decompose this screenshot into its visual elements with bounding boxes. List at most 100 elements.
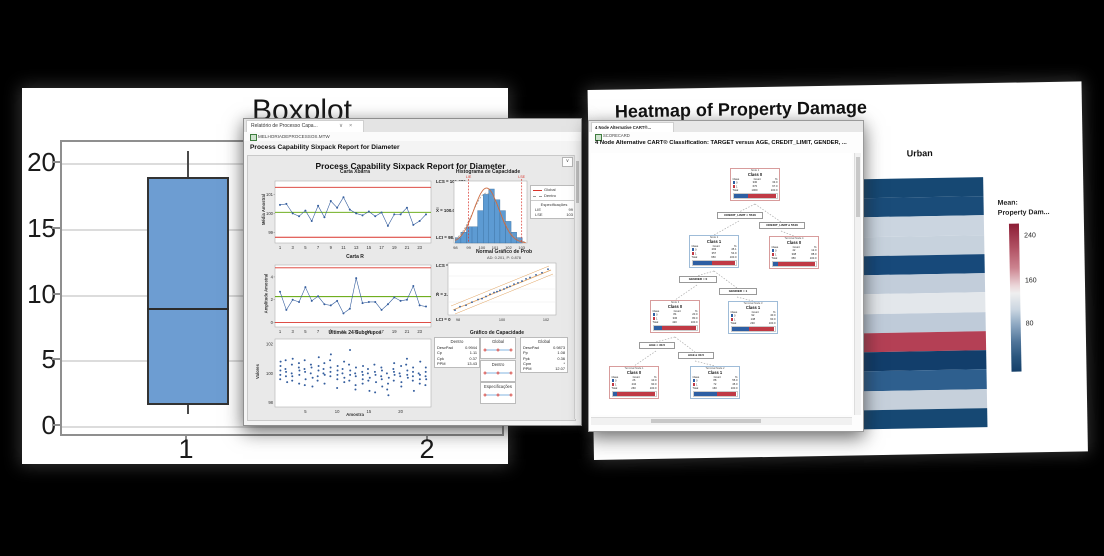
probplot-title: Normal Gráfico de Prob: [475, 249, 533, 255]
minitab-scrollbar[interactable]: [574, 155, 580, 419]
median-line: [147, 307, 229, 310]
within-stats-box: Dentro DesvPad 0.9944 Cp 1.11 Cpk 0.37 PPM 13.43: [434, 337, 480, 369]
x-tick-mark: [185, 434, 187, 441]
tree-connectors: [633, 203, 795, 367]
colorbar-tick-label: 80: [1025, 320, 1034, 328]
cart-window: 4 Node Alternative CART®... SCORECARD 4 …: [588, 120, 864, 432]
stat-row: DesvPad 0.9944: [437, 345, 477, 350]
svg-text:102: 102: [266, 342, 274, 347]
global-line-swatch: [533, 189, 542, 191]
svg-text:7: 7: [317, 245, 320, 250]
colorbar-tick-label: 240: [1024, 232, 1036, 240]
heatmap-cell: [857, 177, 984, 199]
svg-text:LSE: LSE: [518, 175, 525, 179]
tree-node-t2: Terminal Node 2 Class 1 Class Count% 0 88 55.0…: [690, 366, 740, 400]
heatmap-colorbar: [1008, 223, 1022, 372]
tree-node-n3: Node 3 Class 0 Class Count% 0 84 20.0 1 336 80.0 T…: [650, 300, 700, 334]
heatmap-cell: [857, 196, 984, 218]
scrollbar-thumb[interactable]: [651, 419, 761, 423]
r-chart-title: Carta R: [346, 254, 364, 260]
cart-heading: 4 Node Alternative CART® Classification:…: [595, 140, 847, 146]
collapse-chevron-icon[interactable]: ∨: [562, 157, 573, 167]
stat-row: Cpk 0.37: [437, 355, 477, 361]
svg-text:21: 21: [405, 329, 410, 334]
cart-horizontal-scrollbar[interactable]: [591, 417, 852, 425]
last24-scatter: 98 100 102 5 10 15 20: [266, 338, 432, 414]
heatmap-cell: [859, 331, 987, 353]
interval-plot: Global: [480, 337, 516, 359]
y-tick-label: 0: [41, 410, 56, 440]
stat-row: Pp 1.08: [523, 350, 565, 356]
scrollbar-thumb[interactable]: [856, 157, 860, 217]
svg-text:15: 15: [367, 329, 372, 334]
x-category-label: 1: [178, 434, 194, 464]
svg-text:13: 13: [354, 245, 359, 250]
svg-text:101: 101: [266, 192, 274, 197]
gridline: [62, 426, 502, 428]
heatmap-column-header: Urban: [906, 148, 933, 159]
y-tick-mark: [52, 292, 60, 295]
svg-text:23: 23: [417, 245, 422, 250]
svg-text:1: 1: [279, 245, 282, 250]
svg-text:1: 1: [279, 329, 282, 334]
cart-tab-label: 4 Node Alternative CART®...: [595, 125, 651, 130]
cart-worksheet-label[interactable]: SCORECARD: [603, 133, 630, 138]
cart-vertical-scrollbar[interactable]: [854, 153, 861, 415]
svg-text:99: 99: [466, 245, 471, 250]
capability-title: Gráfico de Capacidade: [469, 330, 525, 336]
svg-text:5: 5: [304, 409, 307, 414]
split-label: CREDIT_LIMIT ≥ 5546: [759, 222, 805, 229]
chevron-down-icon[interactable]: ∨: [339, 123, 344, 129]
scrollbar-thumb[interactable]: [576, 161, 579, 203]
heatmap-cell: [860, 369, 987, 391]
svg-text:11: 11: [341, 245, 346, 250]
heatmap-cell: [859, 311, 986, 334]
cart-tab[interactable]: 4 Node Alternative CART®...: [591, 122, 674, 133]
legend-divider: [531, 200, 577, 201]
svg-text:3: 3: [292, 329, 295, 334]
lower-whisker: [187, 400, 189, 414]
svg-text:100: 100: [479, 245, 486, 250]
minitab-worksheet-row: MELHORIADEPROCESSOS.MTW: [244, 132, 581, 141]
svg-text:9: 9: [330, 245, 333, 250]
heatmap-cell: [858, 234, 985, 257]
svg-text:99: 99: [268, 230, 273, 235]
split-label: AGE ≥ 30.5: [678, 352, 714, 359]
sixpack-report-title: Process Capability Sixpack Report for Di…: [315, 161, 506, 171]
svg-text:98: 98: [456, 318, 460, 322]
dentro-line-swatch: [533, 195, 542, 197]
svg-text:102: 102: [505, 245, 512, 250]
xbar-chart-title: Carta Xbarra: [339, 169, 370, 175]
y-tick-mark: [52, 424, 60, 426]
svg-text:5: 5: [304, 329, 307, 334]
svg-text:101: 101: [492, 245, 499, 250]
svg-text:98: 98: [453, 245, 458, 250]
svg-text:19: 19: [392, 245, 397, 250]
r-mean-label: R̄ = 2.271: [436, 292, 456, 297]
worksheet-label[interactable]: MELHORIADEPROCESSOS.MTW: [258, 134, 330, 139]
split-label: GENDER = 1: [719, 288, 757, 295]
minitab-tab-label: Relatório de Processo Capa...: [251, 123, 318, 129]
heatmap-column: [857, 177, 988, 430]
svg-text:10: 10: [335, 409, 340, 414]
cart-tree-canvas: CREDIT_LIMIT < 5546 CREDIT_LIMIT ≥ 5546 GE…: [591, 153, 852, 415]
svg-text:23: 23: [417, 329, 422, 334]
svg-text:17: 17: [379, 329, 384, 334]
svg-text:9: 9: [330, 329, 333, 334]
overall-stats-box: Global DesvPad 0.9873 Pp 1.08 Ppk 0.36 Cpm * PPM 1…: [520, 337, 568, 374]
legend-specs-title: Especificações: [540, 202, 568, 207]
svg-text:100: 100: [266, 211, 274, 216]
close-icon[interactable]: ×: [349, 123, 353, 129]
heatmap-cell: [858, 254, 985, 276]
xbar-lcl-label: LCI = 98.751: [436, 235, 462, 240]
tree-node-t3: Terminal Node 3 Class 1 Class Count% 0 92 40.0…: [728, 301, 778, 335]
stat-row: Cpm *: [523, 360, 565, 366]
x-tick-mark: [426, 434, 428, 441]
last24-xlabel: Amostra: [346, 412, 364, 417]
y-tick-mark: [52, 161, 60, 163]
cart-worksheet-row: SCORECARD: [589, 132, 863, 141]
minitab-tab[interactable]: Relatório de Processo Capa... ∨ ×: [246, 120, 364, 133]
svg-text:21: 21: [405, 245, 410, 250]
svg-text:11: 11: [341, 329, 346, 334]
svg-text:LIE: LIE: [466, 175, 472, 179]
